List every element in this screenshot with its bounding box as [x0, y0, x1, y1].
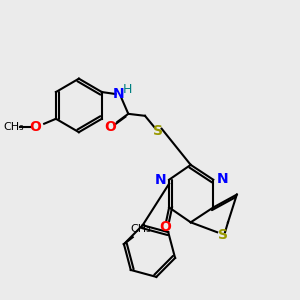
Text: H: H [123, 82, 132, 96]
Text: N: N [216, 172, 228, 186]
Text: O: O [29, 120, 41, 134]
Text: O: O [159, 220, 171, 234]
Text: O: O [105, 120, 117, 134]
Text: CH₃: CH₃ [130, 224, 151, 234]
Text: S: S [218, 228, 228, 242]
Text: N: N [154, 173, 166, 187]
Text: CH₃: CH₃ [3, 122, 24, 132]
Text: S: S [153, 124, 163, 138]
Text: N: N [113, 87, 124, 101]
